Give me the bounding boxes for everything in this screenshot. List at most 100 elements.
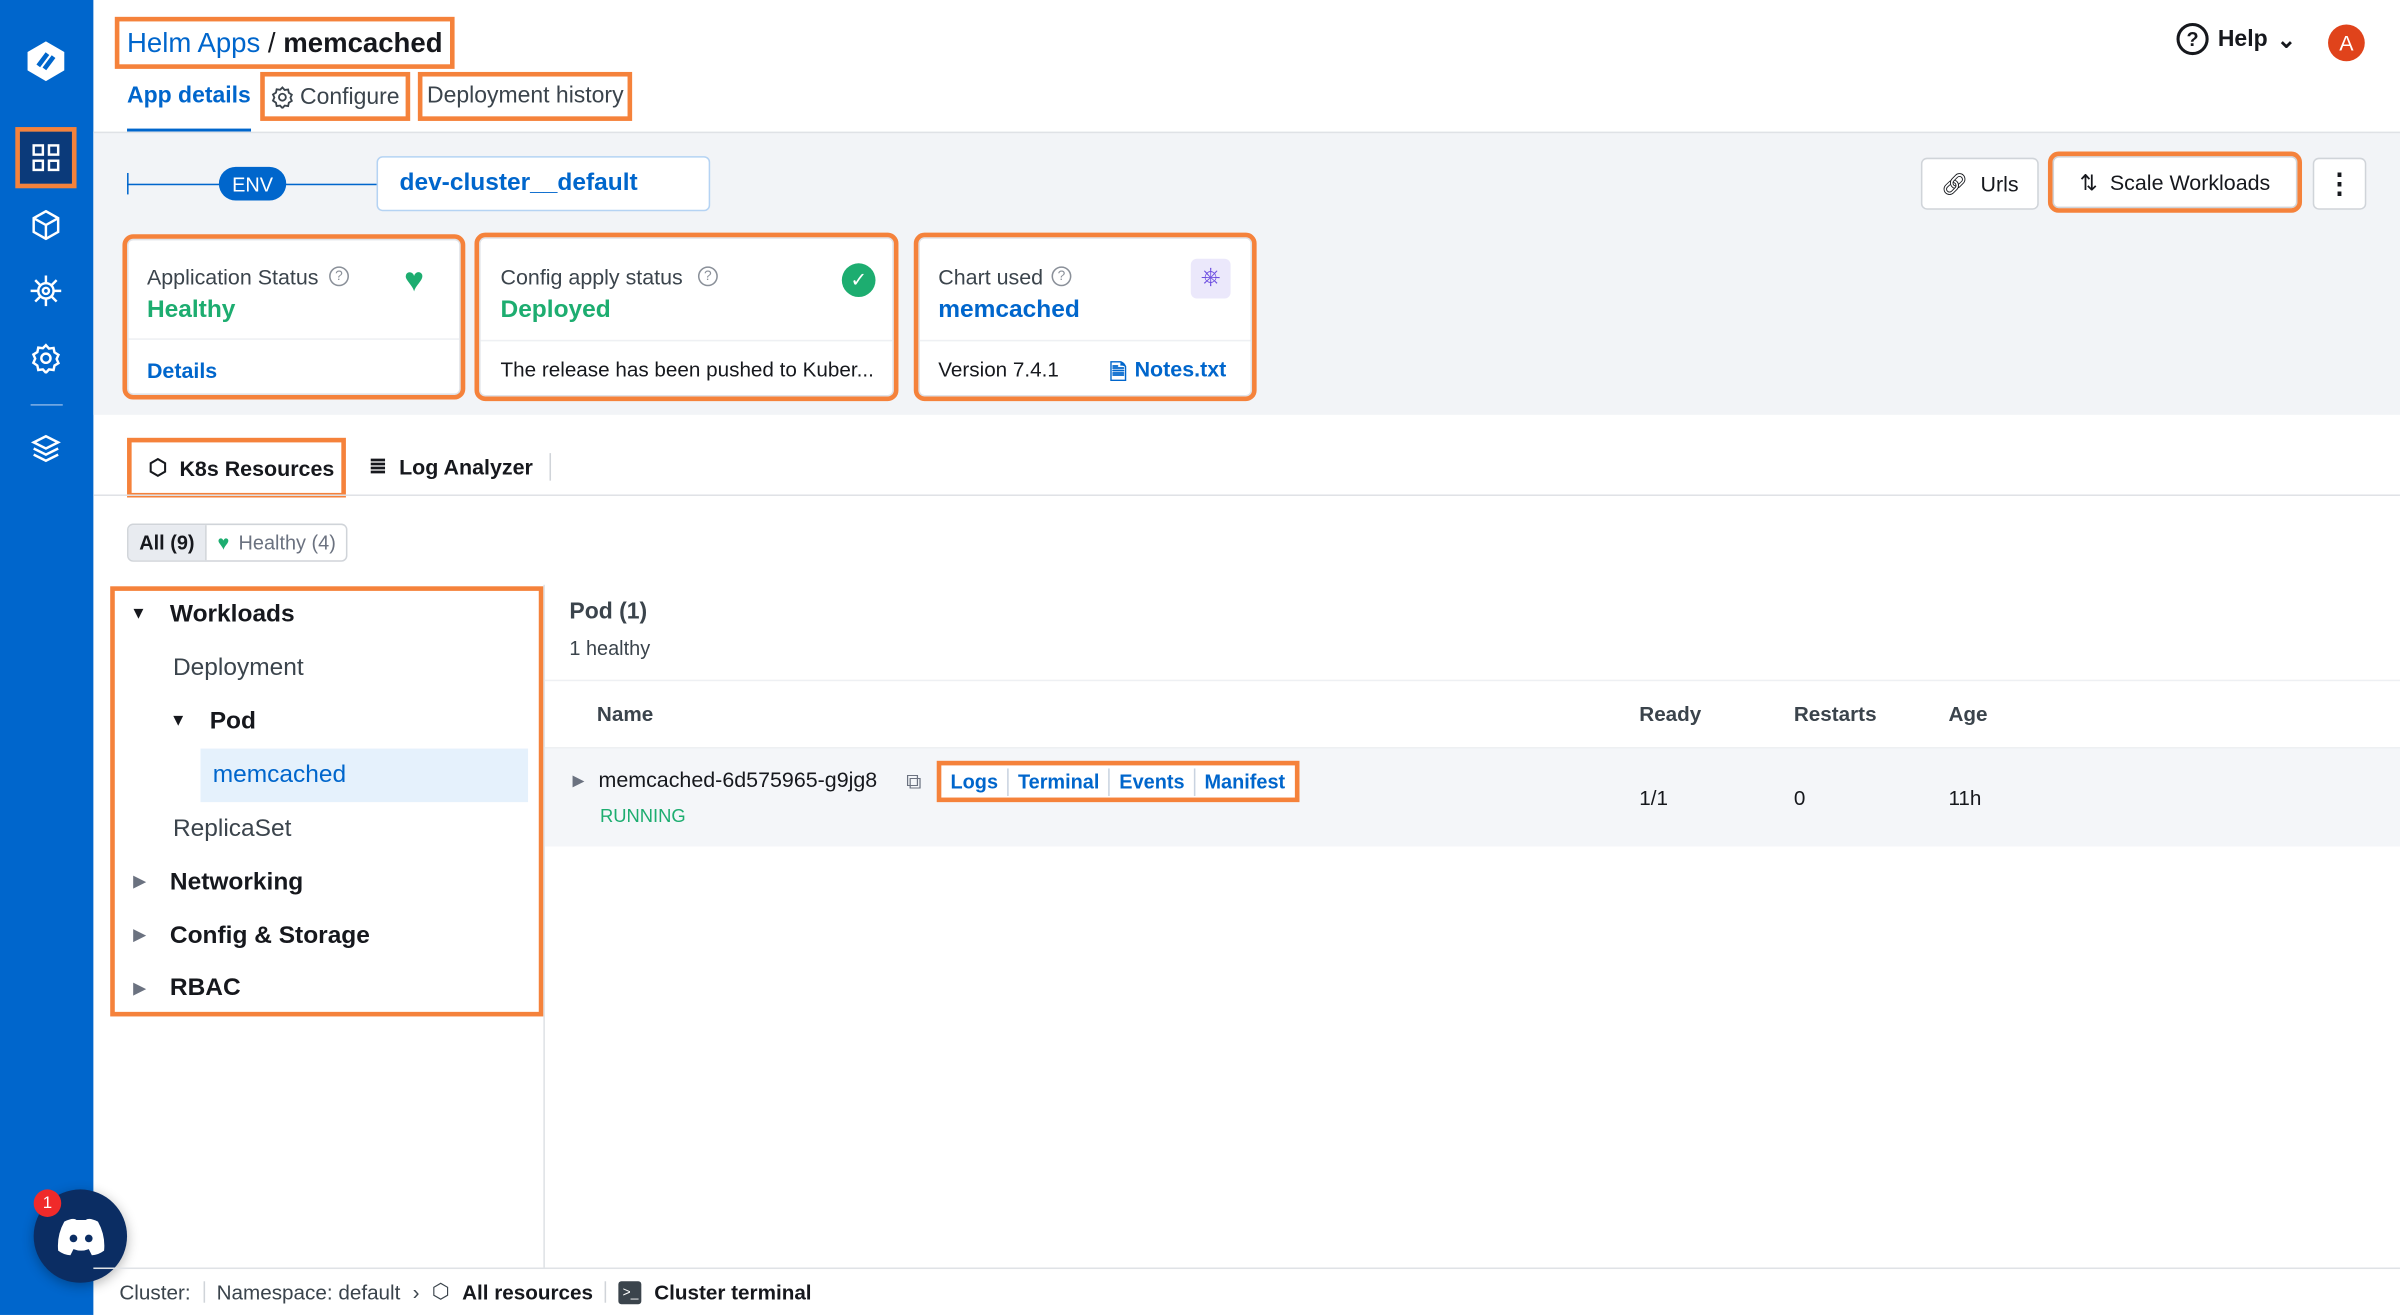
- file-icon: 🗎︎: [1109, 359, 1127, 385]
- gear-icon[interactable]: [23, 335, 69, 381]
- question-icon[interactable]: ?: [1051, 266, 1072, 287]
- copy-icon[interactable]: ⧉: [906, 768, 922, 793]
- caret-right-icon[interactable]: ▶: [133, 979, 147, 999]
- health-filter: All (9) ♥ Healthy (4): [127, 523, 349, 562]
- cube-icon: ⬡: [431, 1279, 450, 1303]
- tab-k8s-resources-label: K8s Resources: [179, 455, 335, 480]
- scale-workloads-button[interactable]: ⇅ Scale Workloads: [2047, 151, 2303, 213]
- avatar[interactable]: A: [2328, 24, 2365, 62]
- env-badge: ENV: [218, 166, 287, 201]
- events-button[interactable]: Events: [1110, 767, 1196, 796]
- footer-divider: [605, 1281, 607, 1303]
- tab-log-analyzer[interactable]: ≣ Log Analyzer: [369, 453, 533, 479]
- cube-icon[interactable]: [23, 202, 69, 248]
- app-status-value: Healthy: [146, 296, 236, 323]
- column-age: Age: [1948, 702, 1988, 726]
- chart-used-title: Chart used: [938, 264, 1044, 290]
- notes-link[interactable]: 🗎︎ Notes.txt: [1110, 357, 1227, 394]
- tab-configure[interactable]: Configure: [260, 71, 411, 121]
- manifest-button[interactable]: Manifest: [1204, 769, 1286, 793]
- discord-button[interactable]: [33, 1189, 128, 1283]
- more-options-button[interactable]: ⋮: [2312, 157, 2367, 210]
- tab-divider: [549, 453, 552, 481]
- sort-arrows-icon: ⇅: [2079, 169, 2098, 194]
- caret-right-icon[interactable]: ▶: [133, 926, 147, 945]
- footer-namespace[interactable]: Namespace: default: [216, 1280, 401, 1304]
- details-link[interactable]: Details: [146, 358, 218, 383]
- help-icon: ?: [2176, 22, 2209, 56]
- question-icon[interactable]: ?: [697, 266, 718, 287]
- breadcrumb: Helm Apps / memcached: [114, 16, 455, 69]
- tree-replicaset[interactable]: ReplicaSet: [172, 815, 292, 842]
- pod-status: RUNNING: [599, 805, 686, 827]
- chart-version: Version 7.4.1: [938, 358, 1059, 382]
- help-menu[interactable]: ? Help ⌄: [2176, 22, 2297, 56]
- caret-right-icon[interactable]: ▶: [133, 872, 147, 891]
- config-status-value: Deployed: [500, 296, 611, 323]
- search-list-icon: ≣: [368, 453, 387, 478]
- helm-icon[interactable]: [23, 268, 69, 314]
- resource-tree: ▼ Workloads Deployment ▼ Pod memcached R…: [110, 586, 544, 1017]
- notes-label: Notes.txt: [1134, 356, 1227, 382]
- card-divider: [480, 339, 893, 342]
- link-icon: 🔗︎: [1941, 170, 1969, 196]
- footer-all-resources[interactable]: All resources: [462, 1280, 594, 1304]
- devtron-logo-icon[interactable]: [23, 38, 69, 84]
- column-restarts: Restarts: [1793, 702, 1877, 726]
- tab-configure-label: Configure: [299, 83, 400, 110]
- breadcrumb-separator: /: [260, 27, 284, 59]
- footer-cluster-terminal[interactable]: Cluster terminal: [654, 1280, 812, 1304]
- tree-workloads[interactable]: Workloads: [169, 601, 295, 628]
- notification-badge: 1: [33, 1189, 62, 1217]
- tree-divider: [543, 584, 545, 1268]
- tree-config-storage[interactable]: Config & Storage: [169, 923, 370, 950]
- tree-rbac[interactable]: RBAC: [169, 975, 241, 1002]
- config-status-card: Config apply status ? Deployed ✓ The rel…: [474, 232, 899, 402]
- tree-pod[interactable]: Pod: [209, 708, 256, 735]
- heart-icon: ♥: [217, 531, 230, 555]
- logs-button[interactable]: Logs: [941, 767, 1009, 796]
- filter-all[interactable]: All (9): [128, 525, 206, 561]
- check-circle-icon: ✓: [841, 263, 876, 297]
- chart-name-link[interactable]: memcached: [938, 296, 1080, 323]
- column-ready: Ready: [1639, 702, 1702, 726]
- breadcrumb-helm-apps[interactable]: Helm Apps: [127, 27, 261, 59]
- tree-memcached[interactable]: memcached: [200, 748, 529, 803]
- pod-section-title: Pod (1): [569, 598, 648, 625]
- helm-chart-icon: ⎈: [1190, 258, 1231, 299]
- footer-bar: Cluster: Namespace: default › ⬡ All reso…: [119, 1279, 812, 1304]
- question-icon[interactable]: ?: [329, 266, 349, 287]
- cube-icon: ⬡: [148, 454, 168, 480]
- card-divider: [919, 339, 1251, 342]
- stack-icon[interactable]: [23, 426, 69, 472]
- terminal-button[interactable]: Terminal: [1009, 767, 1111, 796]
- urls-button[interactable]: 🔗︎ Urls: [1920, 157, 2039, 210]
- tree-deployment[interactable]: Deployment: [172, 655, 304, 682]
- application-status-card: Application Status ? Healthy ♥ Details: [122, 234, 466, 400]
- chevron-right-icon: ›: [412, 1280, 420, 1304]
- chevron-down-icon: ⌄: [2276, 26, 2297, 53]
- sidebar-divider: [30, 404, 63, 406]
- tab-log-analyzer-label: Log Analyzer: [399, 453, 533, 479]
- tab-k8s-resources[interactable]: ⬡ K8s Resources: [127, 437, 346, 498]
- tree-networking[interactable]: Networking: [169, 869, 304, 896]
- caret-down-icon[interactable]: ▼: [169, 711, 187, 731]
- environment-selector[interactable]: dev-cluster__default: [376, 156, 711, 212]
- table-divider: [544, 679, 2400, 682]
- heart-pulse-icon: ♥: [404, 260, 425, 299]
- tab-app-details[interactable]: App details: [127, 83, 251, 132]
- applications-grid-icon[interactable]: [15, 127, 77, 189]
- chart-used-card: Chart used ? memcached ⎈ Version 7.4.1 🗎…: [913, 232, 1257, 402]
- tabs-border: [93, 494, 2400, 496]
- config-status-title: Config apply status: [500, 264, 683, 290]
- table-row[interactable]: [544, 747, 2400, 847]
- card-divider: [128, 338, 460, 340]
- help-label: Help: [2217, 26, 2268, 53]
- caret-down-icon[interactable]: ▼: [130, 604, 147, 624]
- gear-icon: [271, 85, 293, 108]
- footer-border: [93, 1267, 2400, 1270]
- filter-healthy[interactable]: ♥ Healthy (4): [205, 525, 346, 561]
- pod-name: memcached-6d575965-g9jg8: [598, 766, 878, 792]
- tab-deployment-history[interactable]: Deployment history: [417, 71, 633, 121]
- caret-right-icon[interactable]: ▶: [572, 773, 585, 790]
